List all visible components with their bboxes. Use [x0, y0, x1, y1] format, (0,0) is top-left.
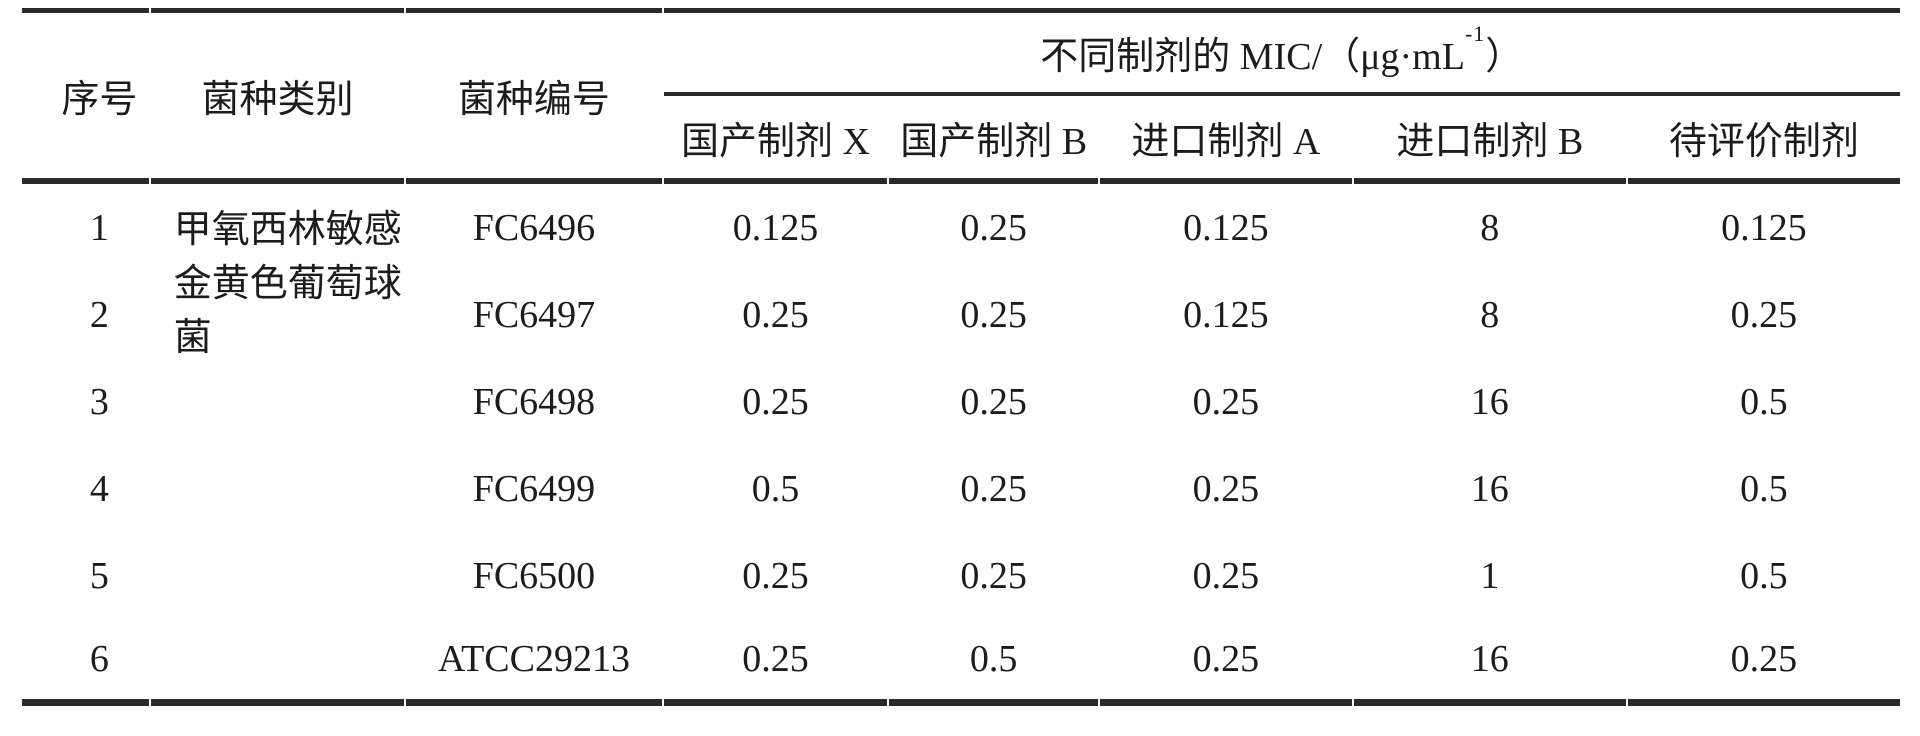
- col-header-domestic-x: 国产制剂 X: [663, 96, 888, 184]
- cell-mic-value: 0.125: [732, 206, 819, 249]
- cell-mic-value: 0.25: [742, 554, 809, 597]
- col-header-strain-code: 菌种编号: [406, 8, 662, 184]
- col-header-seq: 序号: [22, 8, 149, 184]
- cell-mic-value: 0.25: [960, 206, 1027, 249]
- cell-mic-value: 0.5: [1740, 380, 1788, 423]
- cell-mic-value: 0.25: [663, 619, 888, 706]
- cell-seq: 6: [22, 619, 149, 706]
- cell-mic-value: 0.5: [889, 619, 1099, 706]
- table-row: 4 FC6499 0.5 0.25 0.25 16 0.5: [22, 445, 1900, 532]
- cell-strain-code: FC6500: [472, 554, 596, 597]
- mic-group-label: 不同制剂的 MIC/（μg·mL: [1040, 36, 1465, 78]
- mic-group-label-close: ）: [1485, 36, 1524, 78]
- col-header-candidate: 待评价制剂: [1627, 96, 1900, 184]
- cell-mic-value: 0.25: [1192, 467, 1260, 510]
- col-header-strain-category: 菌种类别: [150, 8, 405, 184]
- cell-mic-value: 0.5: [751, 467, 800, 510]
- cell-strain-code: FC6499: [472, 467, 596, 510]
- cell-mic-value: 0.25: [960, 380, 1027, 423]
- strain-category-line: 金黄色葡萄球: [173, 263, 402, 305]
- cell-mic-value: 0.5: [1740, 554, 1788, 597]
- cell-seq: 1: [89, 206, 109, 249]
- mic-results-table: 序号 菌种类别 菌种编号 不同制剂的 MIC/（μg·mL-1） 国产制剂 X …: [20, 8, 1902, 706]
- cell-mic-value: 0.25: [742, 380, 809, 423]
- mic-unit-superscript: -1: [1464, 21, 1486, 47]
- cell-seq: 2: [89, 293, 109, 336]
- cell-mic-value: 1: [1480, 554, 1500, 597]
- cell-mic-value: 16: [1470, 380, 1509, 423]
- cell-mic-value: 0.125: [1183, 206, 1269, 249]
- cell-mic-value: 16: [1470, 467, 1509, 510]
- cell-mic-value: 0.25: [1730, 293, 1798, 336]
- col-header-mic-group: 不同制剂的 MIC/（μg·mL-1）: [663, 8, 1900, 96]
- table-row: 5 FC6500 0.25 0.25 0.25 1 0.5: [22, 532, 1900, 619]
- cell-seq: 3: [89, 380, 109, 423]
- cell-mic-value: 0.125: [1721, 206, 1807, 249]
- cell-mic-value: 16: [1353, 619, 1626, 706]
- cell-mic-value: 0.25: [742, 293, 809, 336]
- table-row: 6 ATCC29213 0.25 0.5 0.25 16 0.25: [22, 619, 1900, 706]
- strain-category-line: 甲氧西林敏感: [173, 209, 402, 251]
- cell-strain-code: FC6498: [472, 380, 596, 423]
- col-header-domestic-b: 国产制剂 B: [889, 96, 1099, 184]
- cell-strain-code: ATCC29213: [406, 619, 662, 706]
- cell-mic-value: 8: [1480, 206, 1500, 249]
- header-row-top: 序号 菌种类别 菌种编号 不同制剂的 MIC/（μg·mL-1）: [22, 8, 1900, 184]
- cell-mic-value: 0.25: [1100, 619, 1352, 706]
- cell-mic-value: 8: [1480, 293, 1500, 336]
- table-row: 3 FC6498 0.25 0.25 0.25 16 0.5: [22, 358, 1900, 445]
- cell-strain-code: FC6496: [472, 206, 596, 249]
- cell-seq: 4: [89, 467, 109, 510]
- header-row-sub: 国产制剂 X 国产制剂 B 进口制剂 A 进口制剂 B 待评价制剂: [22, 96, 1900, 184]
- table-row: 1 甲氧西林敏感 金黄色葡萄球 菌 FC6496 0.125 0.25 0.12…: [22, 184, 1900, 706]
- col-header-imported-b: 进口制剂 B: [1353, 96, 1626, 184]
- cell-strain-code: FC6497: [472, 293, 596, 336]
- cell-mic-value: 0.25: [960, 554, 1027, 597]
- cell-mic-value: 0.5: [1740, 467, 1788, 510]
- table-row: 2 FC6497 0.25 0.25 0.125 8 0.25: [22, 271, 1900, 358]
- strain-category-line: 菌: [173, 317, 212, 359]
- cell-strain-category: 甲氧西林敏感 金黄色葡萄球 菌: [150, 184, 405, 706]
- cell-mic-value: 0.25: [960, 467, 1027, 510]
- cell-mic-value: 0.25: [1627, 619, 1900, 706]
- cell-mic-value: 0.25: [1192, 554, 1260, 597]
- cell-mic-value: 0.125: [1183, 293, 1269, 336]
- col-header-imported-a: 进口制剂 A: [1100, 96, 1352, 184]
- cell-mic-value: 0.25: [960, 293, 1027, 336]
- cell-seq: 5: [89, 554, 109, 597]
- cell-mic-value: 0.25: [1192, 380, 1260, 423]
